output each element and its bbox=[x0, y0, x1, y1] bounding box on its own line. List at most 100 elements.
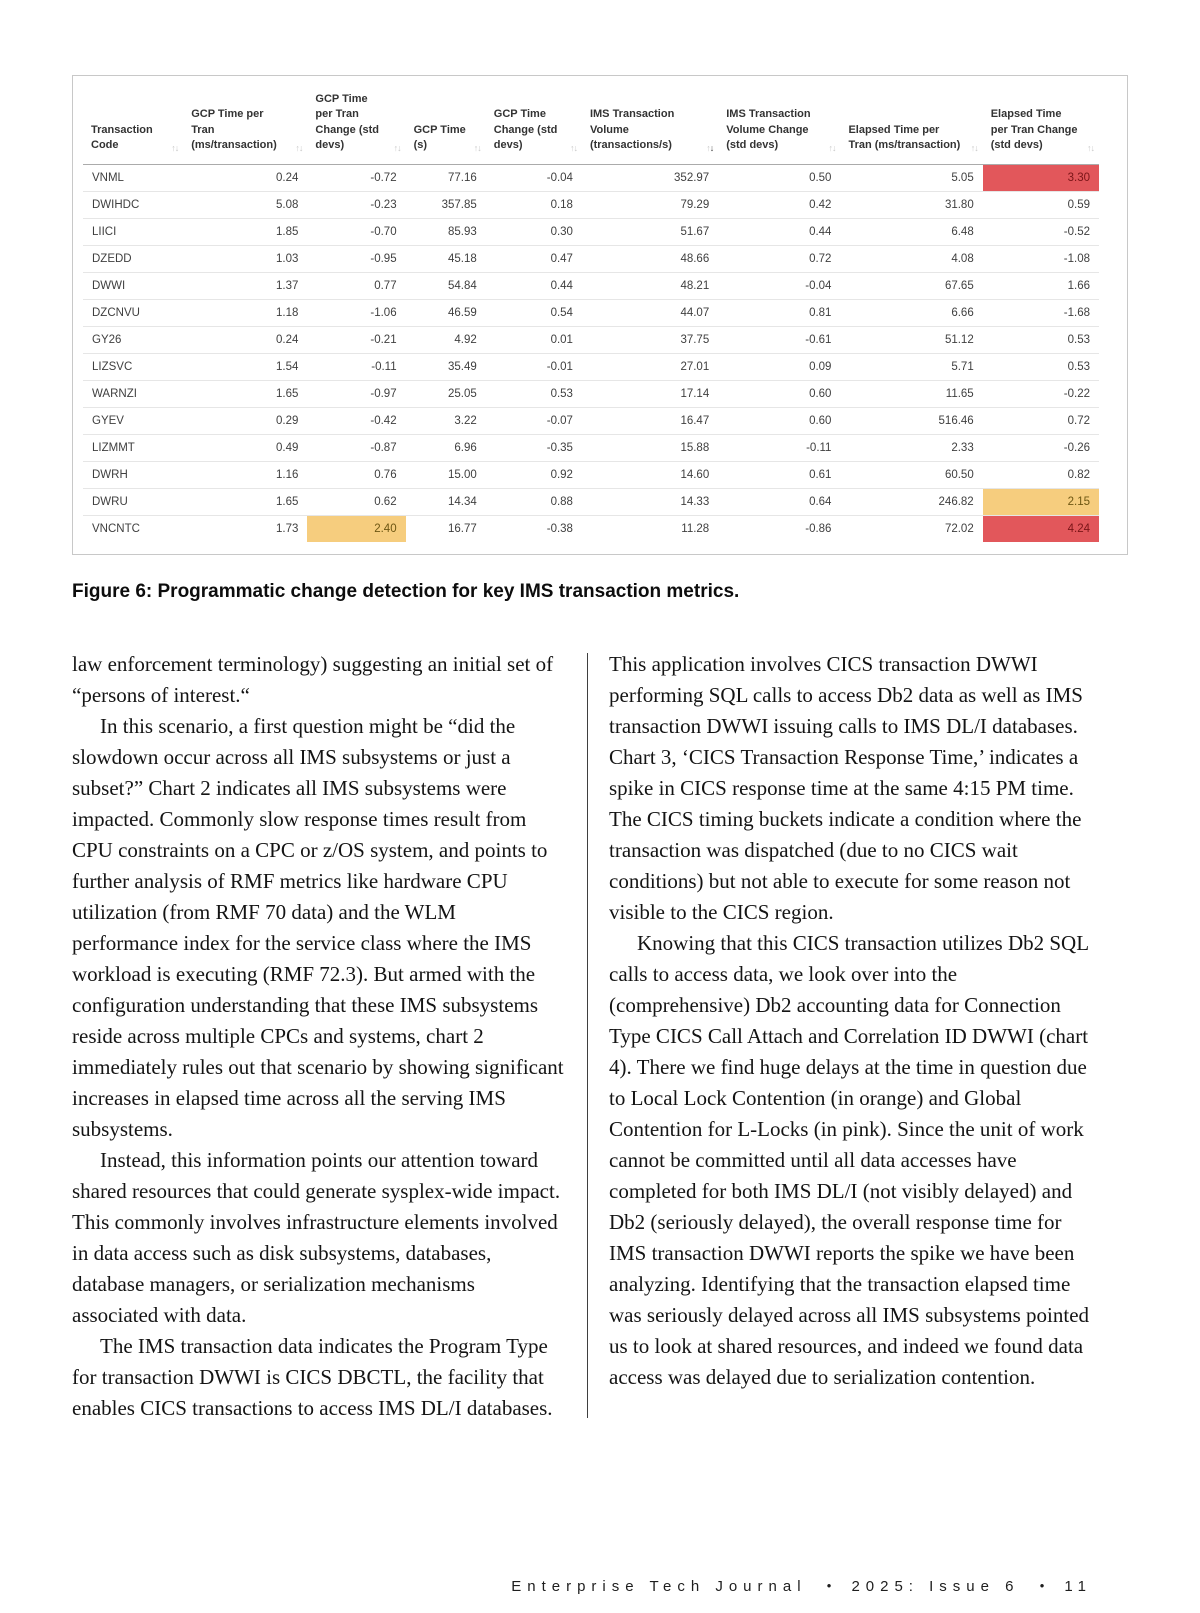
metric-cell: 0.88 bbox=[485, 488, 582, 516]
metric-cell: 0.44 bbox=[485, 272, 582, 300]
metric-cell: 46.59 bbox=[405, 299, 486, 327]
metric-cell: -0.52 bbox=[982, 218, 1099, 246]
metric-cell: 1.85 bbox=[183, 218, 308, 246]
sort-icon: ↑ ↓ bbox=[1087, 142, 1095, 153]
column-header-1[interactable]: GCP Time per Tran (ms/transaction) ↑ ↓ bbox=[183, 84, 308, 165]
column-header-6[interactable]: IMS Transaction Volume Change (std devs)… bbox=[718, 84, 841, 165]
metric-cell: 0.47 bbox=[485, 245, 582, 273]
page-footer: Enterprise Tech Journal • 2025: Issue 6 … bbox=[511, 1578, 1092, 1595]
table-row: DZCNVU 1.18 -1.06 46.59 0.54 44.07 0.81 6.66 -1.… bbox=[83, 299, 1099, 327]
table-body: VNML 0.24 -0.72 77.16 -0.04 352.97 0.50 5.05 3.3… bbox=[83, 164, 1099, 543]
table-row: LIZSVC 1.54 -0.11 35.49 -0.01 27.01 0.09 5.71 0.… bbox=[83, 353, 1099, 381]
metric-cell: 0.44 bbox=[718, 218, 841, 246]
sort-icon: ↑ ↓ bbox=[473, 142, 482, 153]
transaction-code-cell: GY26 bbox=[83, 326, 184, 354]
metric-cell: 0.18 bbox=[485, 191, 582, 219]
metric-cell: 5.05 bbox=[840, 164, 983, 192]
table-row: GYEV 0.29 -0.42 3.22 -0.07 16.47 0.60 516.46 0.7… bbox=[83, 407, 1099, 435]
table-row: DWIHDC 5.08 -0.23 357.85 0.18 79.29 0.42 31.80 0… bbox=[83, 191, 1099, 219]
metric-cell: 15.88 bbox=[581, 434, 719, 462]
metric-cell: 0.72 bbox=[982, 407, 1099, 435]
metric-cell: 1.54 bbox=[183, 353, 308, 381]
column-header-7[interactable]: Elapsed Time per Tran (ms/transaction) ↑ ↓ bbox=[840, 84, 983, 165]
metric-cell: 16.47 bbox=[581, 407, 719, 435]
metric-cell: 1.66 bbox=[982, 272, 1099, 300]
sort-icon: ↑ ↓ bbox=[828, 142, 837, 153]
metric-cell: -0.87 bbox=[307, 434, 406, 462]
metric-cell: 15.00 bbox=[405, 461, 486, 489]
sort-icon: ↑ ↓ bbox=[970, 142, 979, 153]
metric-cell: 45.18 bbox=[405, 245, 486, 273]
metric-cell: 0.42 bbox=[718, 191, 841, 219]
column-header-3[interactable]: GCP Time (s) ↑ ↓ bbox=[405, 84, 486, 165]
metric-cell: 11.28 bbox=[681, 522, 710, 535]
metric-cell: 6.48 bbox=[840, 218, 983, 246]
column-header-label: Transaction Code bbox=[91, 123, 153, 152]
metric-cell: 1.18 bbox=[183, 299, 308, 327]
metric-cell: 5.08 bbox=[183, 191, 308, 219]
metric-cell: 0.24 bbox=[183, 326, 308, 354]
sort-icon: ↑ ↓ bbox=[706, 142, 715, 153]
table-row: DWRU 1.65 0.62 14.34 0.88 14.33 0.64 246.82 2.15 bbox=[83, 488, 1099, 516]
metrics-table: Transaction Code ↑ ↓ GCP Time per Tran (ms/… bbox=[83, 84, 1099, 543]
metric-cell: -1.08 bbox=[982, 245, 1099, 273]
metric-cell: 54.84 bbox=[405, 272, 486, 300]
metric-cell: 1.65 bbox=[183, 380, 308, 408]
metric-cell: 4.08 bbox=[840, 245, 983, 273]
metric-cell: 25.05 bbox=[405, 380, 486, 408]
paragraph: Knowing that this CICS transaction utili… bbox=[609, 931, 1090, 1390]
table-row: LIZMMT 0.49 -0.87 6.96 -0.35 15.88 -0.11 2.33 -0… bbox=[83, 434, 1099, 462]
column-header-8[interactable]: Elapsed Time per Tran Change (std devs) ↑… bbox=[982, 84, 1099, 165]
sort-icon: ↑ ↓ bbox=[569, 142, 578, 153]
column-header-4[interactable]: GCP Time Change (std devs) ↑ ↓ bbox=[485, 84, 582, 165]
metric-cell: 1.03 bbox=[183, 245, 308, 273]
metric-cell: -0.11 bbox=[307, 353, 406, 381]
table-row: DWRH 1.16 0.76 15.00 0.92 14.60 0.61 60.50 0.82 bbox=[83, 461, 1099, 489]
sort-icon: ↑ ↓ bbox=[295, 142, 304, 153]
metric-cell: 357.85 bbox=[405, 191, 486, 219]
metric-cell: 31.80 bbox=[840, 191, 983, 219]
column-header-label: IMS Transaction Volume Change (std devs) bbox=[726, 108, 811, 152]
metric-cell: 67.65 bbox=[840, 272, 983, 300]
transaction-code-cell: DWRU bbox=[83, 488, 184, 516]
metric-cell: -0.86 bbox=[805, 522, 832, 535]
metric-cell: 3.30 bbox=[982, 164, 1099, 192]
metric-cell: 0.54 bbox=[485, 299, 582, 327]
metric-cell: -0.11 bbox=[718, 434, 841, 462]
column-header-0[interactable]: Transaction Code ↑ ↓ bbox=[83, 84, 184, 165]
metric-cell: -0.38 bbox=[546, 522, 573, 535]
metric-cell: 0.01 bbox=[485, 326, 582, 354]
table-row: GY26 0.24 -0.21 4.92 0.01 37.75 -0.61 51.12 0.53 bbox=[83, 326, 1099, 354]
metric-cell: -0.26 bbox=[982, 434, 1099, 462]
metric-cell: 0.53 bbox=[485, 380, 582, 408]
metric-cell: 77.16 bbox=[405, 164, 486, 192]
column-header-label: GCP Time per Tran Change (std devs) bbox=[315, 93, 379, 152]
transaction-code-cell: GYEV bbox=[83, 407, 184, 435]
metric-cell: 0.76 bbox=[307, 461, 406, 489]
table-row: VNCNTC 1.73 2.40 16.77 -0.38 11.28 -0.86 72.02 4… bbox=[83, 515, 1099, 543]
metric-cell: -0.70 bbox=[307, 218, 406, 246]
column-header-2[interactable]: GCP Time per Tran Change (std devs) ↑ ↓ bbox=[307, 84, 406, 165]
metric-cell: -0.42 bbox=[307, 407, 406, 435]
footer-separator: • bbox=[1039, 1578, 1045, 1593]
metric-cell: 37.75 bbox=[581, 326, 719, 354]
metric-cell: -0.61 bbox=[718, 326, 841, 354]
table-row: DWWI 1.37 0.77 54.84 0.44 48.21 -0.04 67.65 1.66 bbox=[83, 272, 1099, 300]
article-body: law enforcement terminology) suggesting … bbox=[72, 649, 1128, 1424]
table-header: Transaction Code ↑ ↓ GCP Time per Tran (ms/… bbox=[83, 84, 1099, 165]
metric-cell: 0.60 bbox=[718, 380, 841, 408]
metric-cell: 2.15 bbox=[982, 488, 1099, 516]
metric-cell: 6.96 bbox=[405, 434, 486, 462]
figure-caption: Figure 6: Programmatic change detection … bbox=[72, 581, 740, 603]
metric-cell: 14.33 bbox=[581, 488, 719, 516]
metric-cell: 85.93 bbox=[405, 218, 486, 246]
metric-cell: -1.68 bbox=[982, 299, 1099, 327]
metric-cell: 0.09 bbox=[718, 353, 841, 381]
metric-cell: 0.81 bbox=[718, 299, 841, 327]
metric-cell: 72.02 bbox=[944, 522, 974, 535]
metric-cell: -0.07 bbox=[485, 407, 582, 435]
metric-cell: 27.01 bbox=[581, 353, 719, 381]
column-header-label: Elapsed Time per Tran Change (std devs) bbox=[990, 108, 1078, 152]
metric-cell: -0.95 bbox=[307, 245, 406, 273]
column-header-5[interactable]: IMS Transaction Volume (transactions/s) ↑… bbox=[581, 84, 719, 165]
